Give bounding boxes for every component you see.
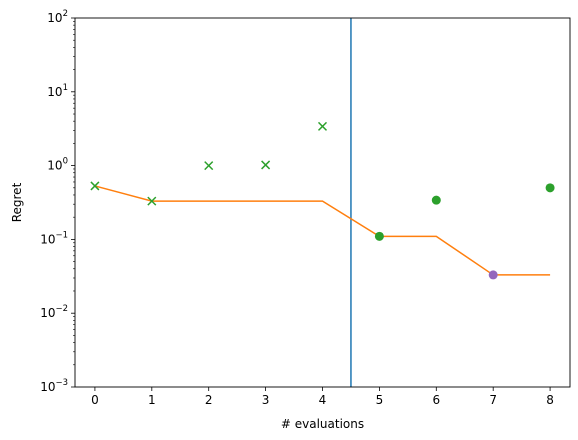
circle-marker-point	[431, 195, 441, 205]
y-tick-label: 102	[47, 9, 68, 25]
y-tick-label: 10−3	[40, 378, 68, 394]
circle-marker-point	[545, 183, 555, 193]
x-marker-stroke	[147, 196, 157, 206]
x-tick-label: 2	[205, 393, 213, 407]
x-tick-label: 0	[91, 393, 99, 407]
x-marker-point	[90, 181, 100, 191]
y-axis-label: Regret	[10, 182, 24, 222]
x-marker-point	[204, 161, 214, 171]
x-marker-stroke	[317, 121, 328, 131]
x-tick-label: 8	[546, 393, 554, 407]
x-tick-label: 5	[376, 393, 384, 407]
x-marker-stroke	[90, 181, 100, 191]
x-tick-label: 7	[489, 393, 497, 407]
circle-marker-point	[374, 231, 384, 241]
x-marker-stroke	[261, 160, 271, 170]
y-tick-label: 101	[47, 83, 68, 99]
axis-ticks: 0 1 2 3 4 5 6 7 8 10−3 10−2 10−1 100 101 102	[40, 9, 554, 407]
y-tick-label: 10−1	[40, 230, 68, 246]
circle-marker-point	[488, 270, 498, 280]
best-regret-line	[94, 185, 551, 276]
x-marker-stroke	[204, 161, 214, 171]
x-marker-point	[261, 160, 271, 170]
x-marker-point	[147, 196, 157, 206]
y-tick-label: 10−2	[40, 304, 68, 320]
x-tick-label: 3	[262, 393, 270, 407]
x-tick-label: 6	[432, 393, 440, 407]
x-marker-point	[317, 121, 328, 131]
y-tick-label: 100	[47, 157, 68, 173]
x-axis-label: # evaluations	[281, 417, 364, 431]
x-tick-label: 4	[319, 393, 327, 407]
plot-area	[90, 18, 555, 387]
x-tick-label: 1	[148, 393, 156, 407]
